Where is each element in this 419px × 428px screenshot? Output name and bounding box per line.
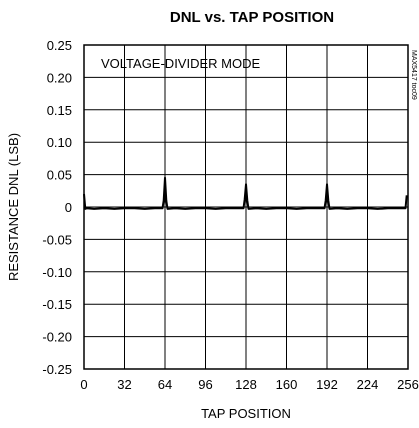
y-tick-label: 0.20 [47,70,72,85]
y-tick-label: 0 [65,200,72,215]
annotation: VOLTAGE-DIVIDER MODE [101,56,260,71]
y-axis-label: RESISTANCE DNL (LSB) [6,133,21,281]
x-tick-label: 96 [198,377,212,392]
series-group [83,176,408,210]
plot-frame [83,44,409,370]
x-tick-labels: 0 32 64 96 128 160 192 224 256 [80,377,418,392]
x-tick-label: 128 [235,377,257,392]
y-tick-label: -0.20 [42,330,72,345]
x-tick-label: 32 [117,377,131,392]
y-tick-label: 0.25 [47,38,72,53]
y-tick-label: 0.10 [47,135,72,150]
x-tick-label: 160 [276,377,298,392]
x-axis-label: TAP POSITION [201,406,291,421]
y-tick-label: -0.25 [42,362,72,377]
y-tick-label: -0.05 [42,232,72,247]
series-line-0 [83,176,408,210]
x-tick-label: 64 [158,377,172,392]
chart-title: DNL vs. TAP POSITION [170,9,334,26]
y-tick-label: -0.15 [42,297,72,312]
figure-id: MAX5417 toc09 [410,50,417,100]
x-tick-label: 256 [397,377,419,392]
grid [83,44,409,370]
y-tick-label: 0.05 [47,168,72,183]
x-tick-label: 0 [80,377,87,392]
y-tick-label: 0.15 [47,103,72,118]
y-tick-label: -0.10 [42,265,72,280]
x-tick-label: 224 [357,377,379,392]
x-tick-label: 192 [316,377,338,392]
y-tick-labels: 0.25 0.20 0.15 0.10 0.05 0 -0.05 -0.10 -0.15 -0.2… [42,38,72,377]
